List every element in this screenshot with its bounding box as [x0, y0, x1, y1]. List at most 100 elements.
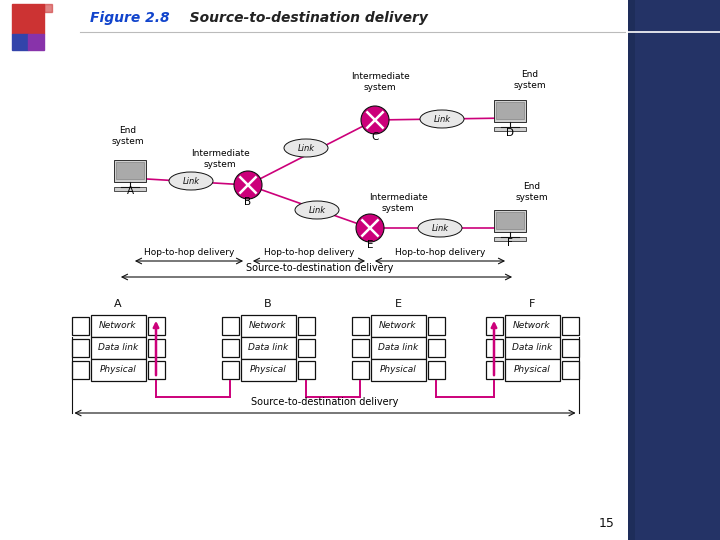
Text: Network: Network [513, 321, 551, 330]
Text: Network: Network [379, 321, 417, 330]
Text: Physical: Physical [250, 366, 287, 375]
Text: Data link: Data link [248, 343, 288, 353]
Text: Source-to-destination delivery: Source-to-destination delivery [246, 263, 394, 273]
Text: End
system: End system [516, 183, 549, 202]
Text: Network: Network [249, 321, 287, 330]
Bar [496, 212, 524, 229]
Ellipse shape [418, 219, 462, 237]
Text: Intermediate
system: Intermediate system [369, 193, 428, 213]
Bar [371, 337, 426, 359]
Text: Link: Link [433, 115, 451, 124]
Bar [494, 127, 526, 131]
Bar [297, 361, 315, 379]
Text: Physical: Physical [513, 366, 550, 375]
Bar [114, 187, 146, 191]
Bar [505, 315, 559, 337]
Text: Hop-to-hop delivery: Hop-to-hop delivery [264, 248, 354, 257]
Text: D: D [506, 128, 514, 138]
Bar [351, 361, 369, 379]
Bar [91, 337, 145, 359]
Bar [116, 162, 144, 179]
Text: A: A [114, 299, 122, 309]
Text: Hop-to-hop delivery: Hop-to-hop delivery [395, 248, 485, 257]
Bar [91, 359, 145, 381]
Bar [428, 339, 444, 357]
Bar [44, 4, 52, 12]
Bar [71, 317, 89, 335]
Text: Link: Link [431, 224, 449, 233]
Text: End
system: End system [112, 126, 144, 146]
Bar [71, 361, 89, 379]
Bar [222, 361, 238, 379]
Text: Link: Link [182, 177, 199, 186]
Ellipse shape [295, 201, 339, 219]
Text: C: C [372, 132, 379, 142]
Text: F: F [507, 238, 513, 248]
Bar [371, 359, 426, 381]
Text: Link: Link [308, 206, 325, 215]
Text: E: E [366, 240, 373, 250]
Bar [222, 339, 238, 357]
Text: End
system: End system [513, 70, 546, 90]
Text: Intermediate
system: Intermediate system [351, 72, 410, 92]
Bar [494, 100, 526, 122]
Bar [371, 315, 426, 337]
Bar [505, 337, 559, 359]
Text: Data link: Data link [512, 343, 552, 353]
Bar [240, 315, 295, 337]
Bar [428, 361, 444, 379]
Text: Data link: Data link [378, 343, 418, 353]
Text: B: B [244, 197, 251, 207]
Text: Network: Network [99, 321, 137, 330]
Bar [428, 317, 444, 335]
Bar [562, 317, 578, 335]
Text: F: F [528, 299, 535, 309]
Bar [635, 0, 720, 540]
Bar [240, 337, 295, 359]
Bar [114, 160, 146, 182]
Bar [240, 359, 295, 381]
Bar [562, 339, 578, 357]
Bar [485, 339, 503, 357]
Bar [28, 34, 44, 50]
Bar [496, 102, 524, 119]
Bar [297, 339, 315, 357]
Circle shape [356, 214, 384, 242]
Bar [12, 34, 28, 50]
Ellipse shape [169, 172, 213, 190]
Text: 15: 15 [599, 517, 615, 530]
Bar [351, 317, 369, 335]
Bar [297, 317, 315, 335]
Bar [562, 361, 578, 379]
Bar [628, 0, 720, 540]
Ellipse shape [420, 110, 464, 128]
Circle shape [234, 171, 262, 199]
Text: Data link: Data link [98, 343, 138, 353]
Bar [485, 317, 503, 335]
Text: Physical: Physical [379, 366, 416, 375]
Text: E: E [395, 299, 402, 309]
Bar [485, 361, 503, 379]
Text: Source-to-destination delivery: Source-to-destination delivery [175, 11, 428, 25]
Text: B: B [264, 299, 272, 309]
Bar [148, 361, 164, 379]
Bar [91, 315, 145, 337]
Text: Source-to-destination delivery: Source-to-destination delivery [251, 397, 399, 407]
Bar [71, 339, 89, 357]
Bar [494, 237, 526, 241]
Text: Figure 2.8: Figure 2.8 [90, 11, 170, 25]
Text: Link: Link [297, 144, 315, 153]
Bar [148, 339, 164, 357]
Bar [12, 4, 44, 34]
Text: Hop-to-hop delivery: Hop-to-hop delivery [144, 248, 234, 257]
Bar [351, 339, 369, 357]
Text: A: A [127, 186, 134, 196]
Bar [148, 317, 164, 335]
Ellipse shape [284, 139, 328, 157]
Circle shape [361, 106, 389, 134]
Bar [222, 317, 238, 335]
Text: Intermediate
system: Intermediate system [191, 149, 249, 168]
Text: Physical: Physical [99, 366, 136, 375]
Bar [505, 359, 559, 381]
Bar [494, 210, 526, 232]
